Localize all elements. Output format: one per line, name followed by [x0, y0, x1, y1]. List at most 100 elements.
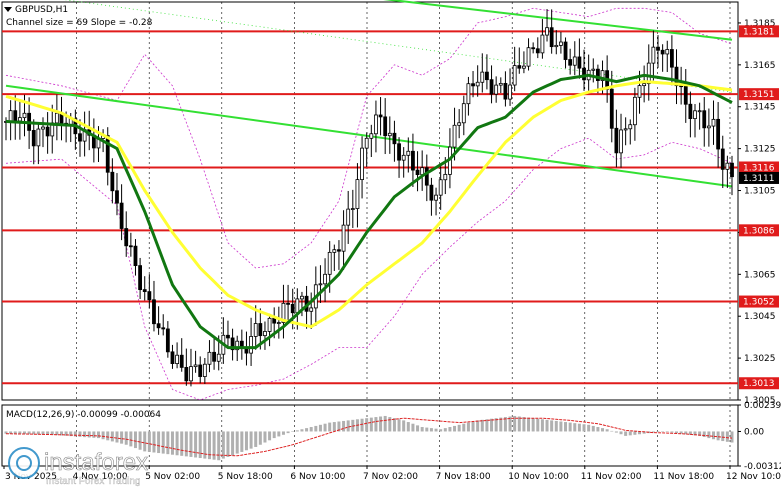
candle-body — [138, 265, 143, 291]
macd-histogram-bar — [642, 431, 646, 434]
macd-histogram-bar — [573, 423, 577, 432]
macd-histogram-bar — [337, 421, 341, 432]
candle-body — [646, 62, 651, 85]
macd-histogram-bar — [587, 424, 591, 432]
candle-body — [350, 208, 355, 210]
macd-histogram-bar — [263, 431, 267, 443]
candle-body — [360, 147, 364, 181]
macd-histogram-bar — [564, 422, 568, 432]
macd-histogram-bar — [665, 431, 669, 433]
candle-body — [323, 273, 327, 285]
candle-body — [161, 327, 166, 330]
macd-histogram-bar — [291, 431, 295, 432]
candle-body — [443, 173, 448, 181]
macd-histogram-bar — [124, 431, 128, 445]
candle-body — [480, 71, 485, 83]
candle-body — [346, 208, 351, 226]
candle-body — [22, 112, 27, 119]
level-price-tag — [739, 295, 779, 308]
macd-histogram-bar — [309, 427, 313, 432]
time-tick-label: 7 Nov 18:00 — [436, 472, 491, 482]
candle-body — [202, 363, 207, 377]
macd-histogram-bar — [203, 431, 207, 459]
macd-histogram-bar — [429, 428, 433, 432]
macd-histogram-bar — [531, 418, 535, 432]
macd-histogram-bar — [286, 431, 290, 434]
macd-histogram-bar — [656, 431, 660, 433]
time-tick-label: 7 Nov 02:00 — [363, 472, 418, 482]
macd-histogram-bar — [457, 424, 461, 432]
macd-histogram-bar — [59, 431, 63, 436]
macd-histogram-bar — [106, 431, 110, 441]
candle-body — [503, 82, 508, 100]
macd-histogram-bar — [240, 431, 244, 452]
candle-body — [258, 323, 263, 337]
level-price-tag — [739, 161, 779, 174]
macd-histogram-bar — [466, 422, 470, 432]
candle-body — [568, 59, 573, 66]
candle-body — [485, 71, 489, 81]
macd-histogram-bar — [314, 425, 318, 432]
candle-body — [128, 245, 133, 248]
candle-body — [300, 295, 304, 300]
macd-histogram-bar — [360, 418, 364, 432]
macd-histogram-bar — [184, 431, 188, 457]
macd-histogram-bar — [545, 419, 549, 432]
macd-histogram-bar — [490, 418, 494, 432]
price-tick-label: 1.3045 — [744, 312, 776, 322]
macd-histogram-bar — [9, 431, 13, 434]
macd-histogram-bar — [480, 419, 484, 432]
channel-line — [5, 84, 733, 188]
macd-histogram-bar — [425, 427, 429, 432]
candle-body — [249, 336, 253, 354]
candle-body — [327, 251, 332, 275]
macd-panel: MACD(12,26,9) -0.00099 -0.00064 0.00239 0.… — [4, 401, 781, 472]
candle-body — [309, 307, 314, 312]
macd-histogram-bar — [638, 431, 642, 435]
candle-body — [41, 126, 45, 130]
level-price-tag — [739, 377, 779, 390]
macd-histogram-bar — [402, 420, 406, 432]
logo-inner-ring — [16, 455, 32, 471]
price-tick-label: 1.3165 — [744, 61, 776, 71]
band-lower-line — [5, 137, 733, 401]
watermark: instaforex Instant Forex Trading — [8, 447, 148, 487]
candle-body — [688, 103, 693, 120]
candle-body — [374, 114, 378, 135]
candle-body — [415, 169, 420, 176]
macd-histogram-bar — [258, 431, 262, 445]
macd-histogram-bar — [120, 431, 124, 444]
candle-body — [193, 364, 198, 368]
candle-body — [13, 110, 18, 122]
candle-body — [207, 351, 212, 365]
macd-histogram-bar — [365, 418, 369, 432]
candle-body — [230, 337, 235, 351]
level-price-tag — [739, 88, 779, 101]
collapse-triangle-icon[interactable] — [4, 7, 12, 12]
macd-histogram-bar — [92, 431, 96, 438]
candle-body — [318, 283, 323, 286]
macd-histogram-bar — [180, 431, 184, 456]
candle-body — [364, 137, 369, 149]
macd-histogram-bar — [50, 431, 54, 435]
candle-body — [78, 133, 82, 142]
price-tick-label: 1.3145 — [744, 103, 776, 113]
candle-body — [702, 110, 707, 129]
macd-histogram-bar — [702, 431, 706, 437]
macd-histogram-bar — [161, 431, 165, 454]
macd-histogram-bar — [328, 422, 332, 432]
watermark-brand: instaforex — [44, 449, 148, 476]
candle-body — [697, 110, 702, 113]
macd-histogram-bar — [27, 431, 31, 435]
envelope-bands — [5, 7, 733, 401]
macd-histogram-bar — [684, 431, 688, 435]
time-tick-label: 10 Nov 10:00 — [508, 472, 569, 482]
candle-body — [424, 167, 429, 186]
macd-tick-label: 0.00 — [744, 427, 764, 437]
candle-body — [674, 66, 679, 87]
macd-histogram-bar — [73, 431, 77, 437]
macd-histogram-bar — [406, 422, 410, 432]
candle-body — [683, 85, 688, 105]
level-price-tag — [739, 25, 779, 38]
candle-body — [341, 224, 346, 252]
